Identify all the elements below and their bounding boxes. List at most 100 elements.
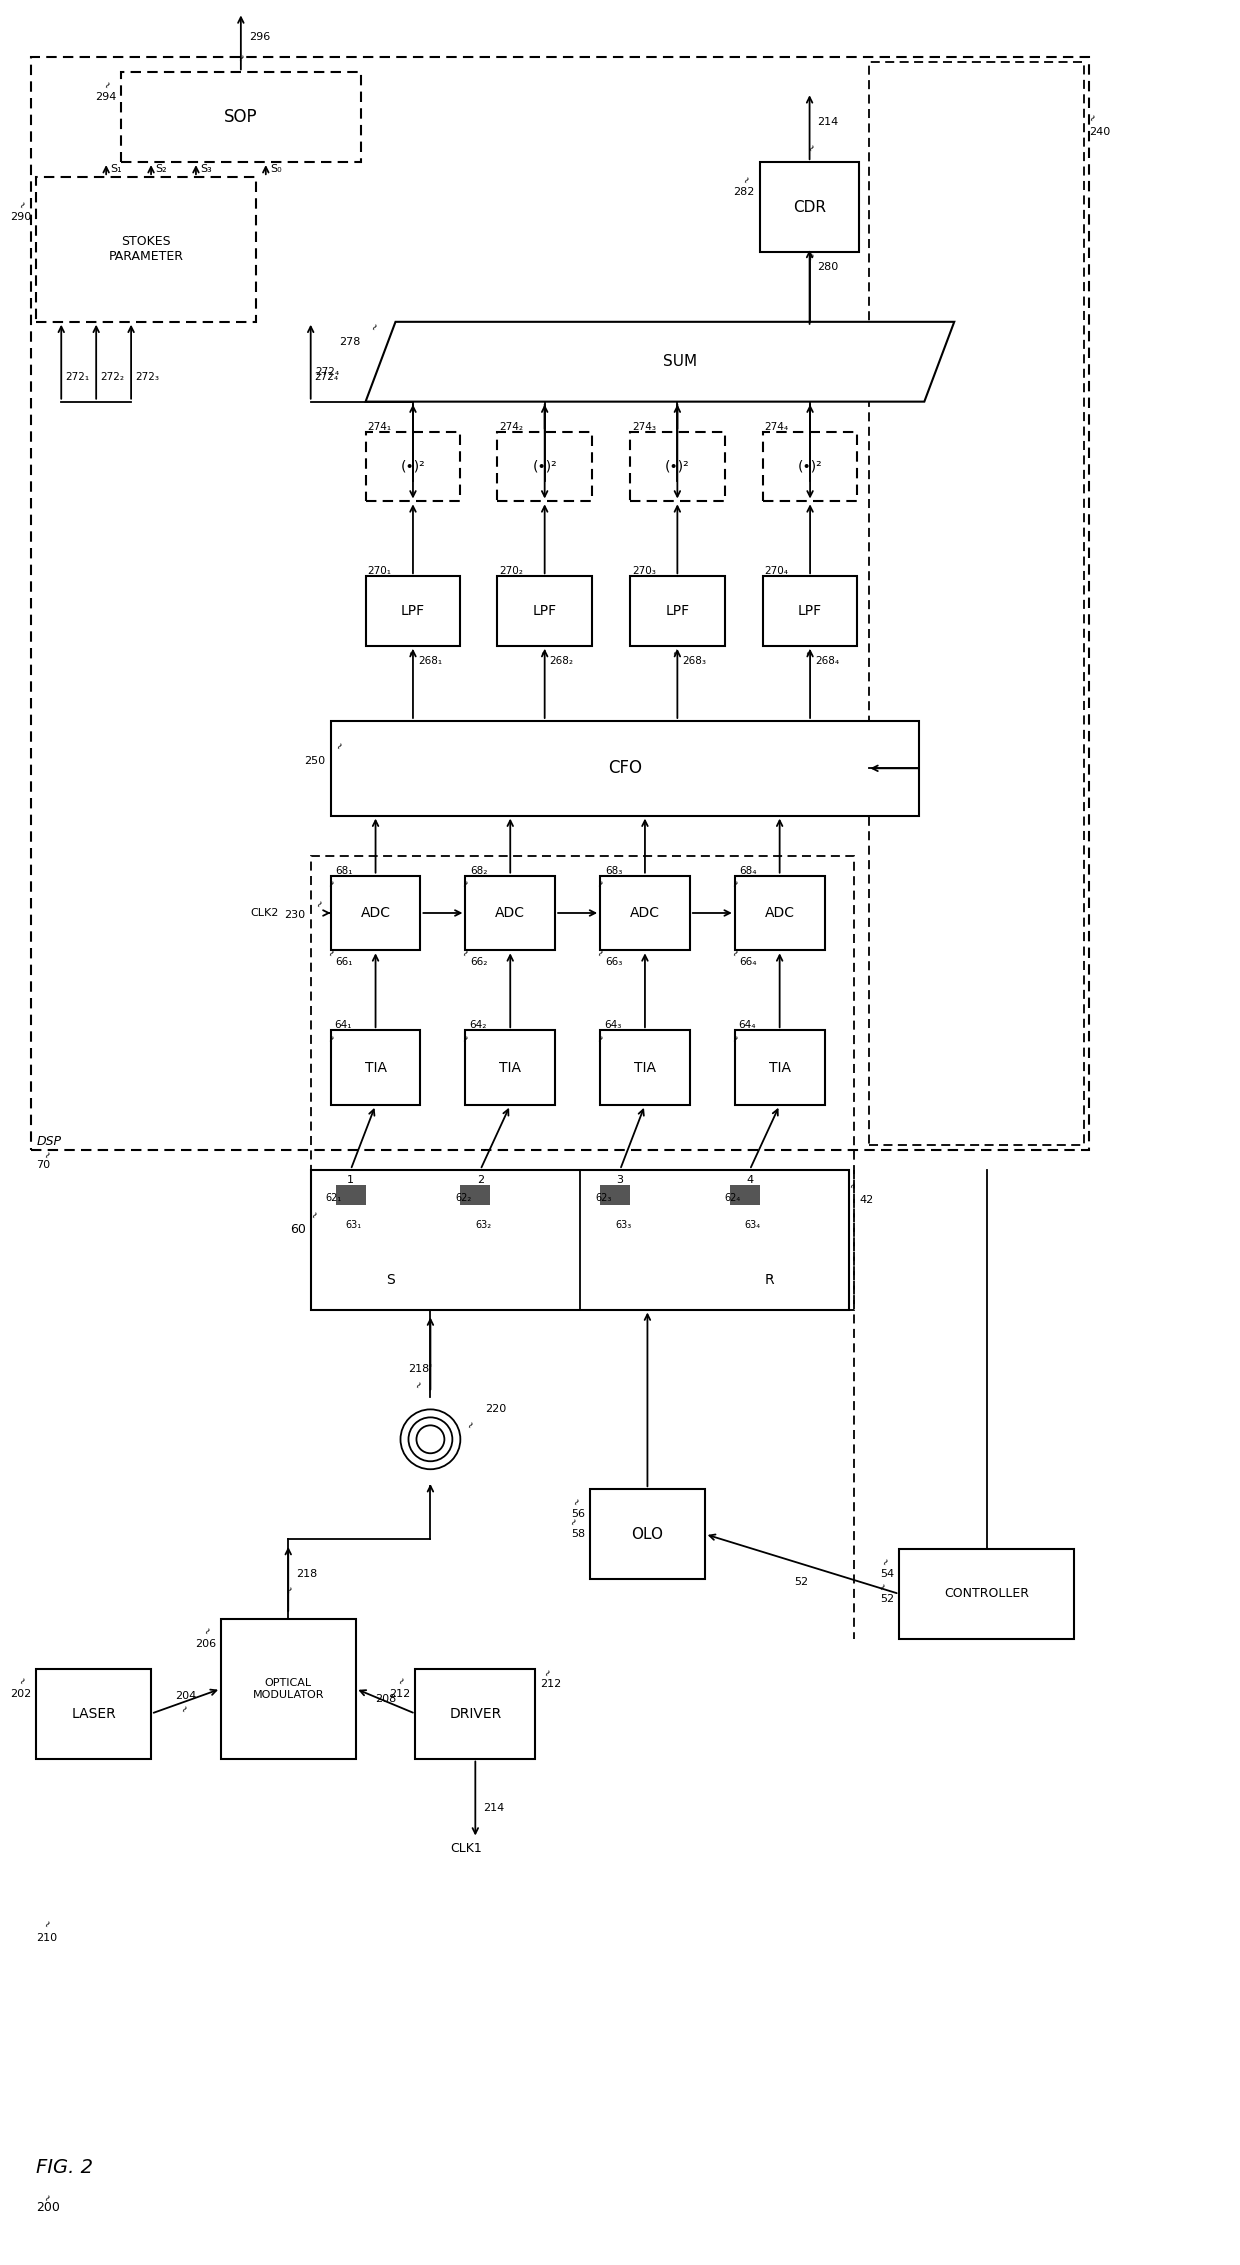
Text: 54: 54 <box>880 1570 894 1579</box>
Text: ~: ~ <box>17 197 31 211</box>
Text: R: R <box>765 1273 775 1287</box>
Text: 63₄: 63₄ <box>745 1221 761 1230</box>
Text: 62₁: 62₁ <box>326 1194 342 1203</box>
Text: SUM: SUM <box>663 353 697 369</box>
Text: 268₁: 268₁ <box>418 657 443 666</box>
Text: ~: ~ <box>17 1674 31 1687</box>
Text: 60: 60 <box>290 1223 306 1237</box>
Text: 52: 52 <box>795 1576 808 1588</box>
Text: ~: ~ <box>180 1703 192 1715</box>
Text: FIG. 2: FIG. 2 <box>36 2159 93 2177</box>
Bar <box>899 1549 1074 1640</box>
Bar <box>465 1031 556 1105</box>
Text: ~: ~ <box>326 947 339 958</box>
Bar <box>122 72 361 163</box>
Bar <box>221 1619 356 1758</box>
Text: TIA: TIA <box>500 1060 521 1074</box>
Text: ~: ~ <box>103 79 115 91</box>
Text: STOKES
PARAMETER: STOKES PARAMETER <box>109 236 184 263</box>
Text: ADC: ADC <box>361 906 391 920</box>
Text: CLK2: CLK2 <box>250 908 279 917</box>
Bar <box>630 575 724 646</box>
Text: 214: 214 <box>817 118 838 127</box>
Text: S₀: S₀ <box>270 163 281 174</box>
Text: 2: 2 <box>476 1176 484 1185</box>
Bar <box>600 1185 630 1205</box>
Text: 56: 56 <box>572 1508 585 1520</box>
Text: 63₁: 63₁ <box>346 1221 362 1230</box>
Text: ~: ~ <box>237 52 249 63</box>
Text: 218': 218' <box>408 1364 433 1375</box>
Text: 268₃: 268₃ <box>682 657 707 666</box>
Bar <box>331 720 919 815</box>
Text: ~: ~ <box>466 1418 479 1431</box>
Text: 66₂: 66₂ <box>470 958 487 967</box>
Text: 4: 4 <box>746 1176 753 1185</box>
Text: ~: ~ <box>285 1583 298 1595</box>
Bar <box>311 856 854 1309</box>
Text: ~: ~ <box>461 1033 474 1044</box>
Text: 272₂: 272₂ <box>100 371 124 383</box>
Bar <box>763 575 858 646</box>
Text: LPF: LPF <box>401 605 425 618</box>
Text: ~: ~ <box>461 947 474 958</box>
Text: CFO: CFO <box>608 759 642 777</box>
Text: 64₂: 64₂ <box>469 1019 487 1031</box>
Text: (•)²: (•)² <box>532 460 557 473</box>
Text: 42: 42 <box>859 1196 874 1205</box>
Polygon shape <box>366 322 955 401</box>
Text: 274₃: 274₃ <box>632 421 656 433</box>
Text: (•)²: (•)² <box>401 460 425 473</box>
Text: 278: 278 <box>340 337 361 347</box>
Text: ~: ~ <box>538 646 551 657</box>
Text: 52: 52 <box>880 1595 894 1604</box>
Text: 63₂: 63₂ <box>475 1221 491 1230</box>
Text: 206: 206 <box>195 1640 216 1649</box>
Text: ADC: ADC <box>630 906 660 920</box>
Text: 68₃: 68₃ <box>605 865 622 877</box>
Bar <box>331 1031 420 1105</box>
Bar <box>730 1185 760 1205</box>
Bar <box>600 1031 689 1105</box>
Text: ~: ~ <box>326 877 339 890</box>
Text: ~: ~ <box>804 646 816 657</box>
Text: 62₄: 62₄ <box>724 1194 742 1203</box>
Bar <box>460 1185 490 1205</box>
Text: 280: 280 <box>817 263 838 272</box>
Text: ~: ~ <box>882 1556 894 1567</box>
Text: 202: 202 <box>10 1690 31 1699</box>
Text: ~: ~ <box>671 646 683 657</box>
Bar <box>735 1031 825 1105</box>
Text: 282: 282 <box>733 188 755 197</box>
Text: S₃: S₃ <box>200 163 212 174</box>
Text: 68₁: 68₁ <box>336 865 353 877</box>
Text: ~: ~ <box>314 897 327 911</box>
Text: 296: 296 <box>249 32 270 43</box>
Text: 204: 204 <box>175 1690 197 1701</box>
Text: TIA: TIA <box>769 1060 791 1074</box>
Text: 68₂: 68₂ <box>470 865 487 877</box>
Text: ~: ~ <box>806 140 818 154</box>
Text: ~: ~ <box>878 1581 890 1592</box>
Text: ~: ~ <box>572 1495 584 1506</box>
Text: ~: ~ <box>742 172 754 186</box>
Text: 208: 208 <box>374 1694 396 1703</box>
Text: 272₁: 272₁ <box>66 371 89 383</box>
Text: 274₁: 274₁ <box>367 421 392 433</box>
Text: 63₃: 63₃ <box>615 1221 631 1230</box>
Bar <box>497 433 591 501</box>
Text: 290: 290 <box>10 213 31 222</box>
Text: LPF: LPF <box>666 605 689 618</box>
Text: OLO: OLO <box>631 1527 663 1542</box>
Bar <box>36 1669 151 1758</box>
Text: ~: ~ <box>1087 111 1100 122</box>
Text: 62₂: 62₂ <box>455 1194 471 1203</box>
Text: 270₁: 270₁ <box>367 566 392 575</box>
Text: 272₃: 272₃ <box>135 371 159 383</box>
Text: ~: ~ <box>326 1033 339 1044</box>
Text: 212: 212 <box>389 1690 410 1699</box>
Text: 272₄: 272₄ <box>316 367 340 376</box>
Text: ~: ~ <box>730 947 743 958</box>
Text: 64₄: 64₄ <box>739 1019 756 1031</box>
Text: 230: 230 <box>285 911 306 920</box>
